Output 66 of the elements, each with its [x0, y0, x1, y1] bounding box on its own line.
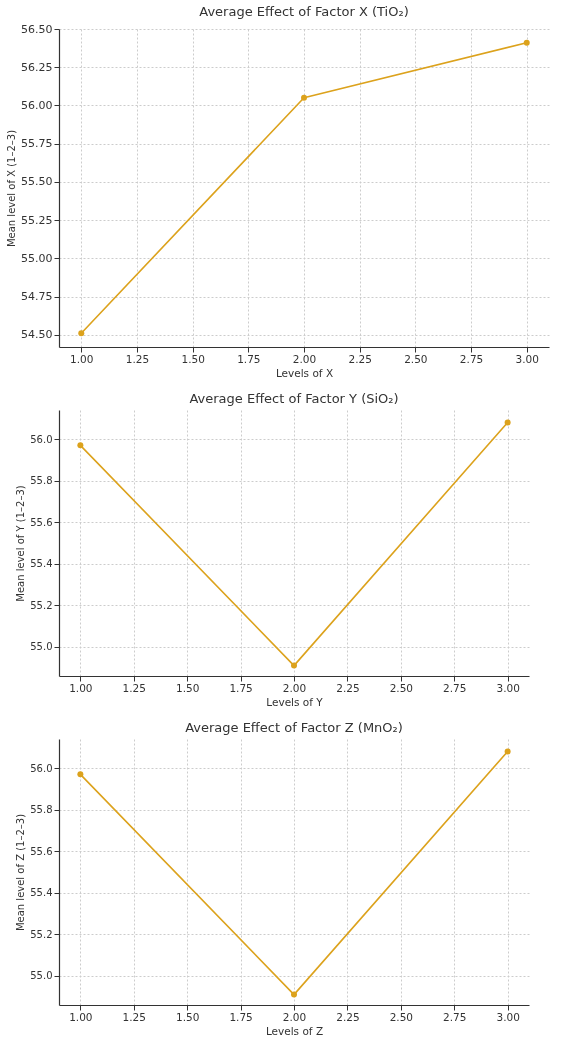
y-tick-label: 55.4	[30, 558, 53, 570]
x-tick-label: 2.00	[282, 681, 307, 694]
point	[77, 771, 84, 778]
y-tick-label: 56.00	[21, 98, 53, 112]
x-tick-label: 2.25	[336, 681, 360, 694]
y-tick-label: 55.4	[30, 887, 53, 899]
point	[291, 991, 297, 998]
y-axis-title: Mean level of X (1–2–3)	[6, 129, 18, 248]
chart-title: Average Effect of Factor X (TiO₂)	[199, 4, 409, 19]
x-tick-label: 1.75	[229, 681, 253, 694]
y-tick-label: 55.50	[21, 175, 53, 189]
x-tick-label: 2.50	[404, 352, 428, 365]
x-tick-label: 2.75	[459, 352, 484, 365]
x-tick-label: 2.75	[443, 681, 467, 694]
point	[77, 442, 84, 449]
point	[523, 39, 530, 46]
y-tick-label: 55.6	[30, 845, 53, 857]
chart-title: Average Effect of Factor Z (MnO₂)	[185, 720, 403, 735]
y-tick-label: 55.75	[21, 137, 53, 151]
x-tick-label: 3.00	[496, 1010, 520, 1023]
x-tick-label: 1.75	[237, 352, 261, 365]
point	[301, 94, 307, 101]
x-tick-label: 1.50	[175, 1010, 200, 1023]
y-axis-title: Mean level of Y (1–2–3)	[15, 485, 27, 602]
x-tick-label: 2.75	[443, 1010, 467, 1023]
x-tick-label: 2.25	[348, 352, 372, 365]
x-tick-label: 1.25	[125, 352, 150, 365]
x-tick-label: 1.00	[70, 352, 94, 365]
x-tick-label: 2.00	[282, 1010, 307, 1023]
y-tick-label: 56.0	[30, 762, 53, 774]
y-tick-label: 56.0	[30, 433, 53, 445]
point	[504, 419, 511, 426]
x-tick-label: 2.25	[336, 1010, 360, 1023]
y-tick-label: 55.2	[30, 599, 53, 611]
y-tick-label: 55.0	[30, 970, 53, 982]
chart-title: Average Effect of Factor Y (SiO₂)	[189, 391, 399, 406]
y-tick-label: 56.25	[21, 60, 53, 74]
y-axis-title: Mean level of Z (1–2–3)	[15, 813, 27, 932]
y-tick-label: 55.8	[30, 804, 53, 816]
x-tick-label: 2.00	[292, 352, 317, 365]
y-tick-label: 55.2	[30, 928, 53, 940]
y-tick-label: 56.50	[21, 22, 53, 36]
y-tick-label: 55.8	[30, 475, 53, 487]
y-tick-label: 54.50	[21, 328, 53, 342]
x-tick-label: 3.00	[515, 352, 539, 365]
x-tick-label: 1.50	[175, 681, 200, 694]
x-tick-label: 1.25	[122, 1010, 146, 1023]
y-tick-label: 54.75	[21, 290, 53, 304]
x-tick-label: 2.50	[389, 1010, 414, 1023]
x-tick-label: 2.50	[389, 681, 414, 694]
x-axis-title: Levels of X	[275, 367, 334, 379]
x-tick-label: 1.75	[229, 1010, 253, 1023]
y-tick-label: 55.6	[30, 516, 53, 528]
y-tick-label: 55.25	[21, 213, 53, 227]
y-tick-label: 55.0	[30, 641, 53, 653]
x-tick-label: 3.00	[496, 681, 520, 694]
x-tick-label: 1.00	[69, 1010, 93, 1023]
point	[291, 662, 297, 669]
y-tick-label: 55.00	[21, 251, 53, 265]
x-tick-label: 1.25	[122, 681, 146, 694]
x-tick-label: 1.00	[69, 681, 93, 694]
point	[78, 330, 85, 337]
x-axis-title: Levels of Y	[266, 696, 324, 708]
point	[504, 748, 511, 755]
x-axis-title: Levels of Z	[265, 1025, 324, 1037]
x-tick-label: 1.50	[181, 352, 205, 365]
